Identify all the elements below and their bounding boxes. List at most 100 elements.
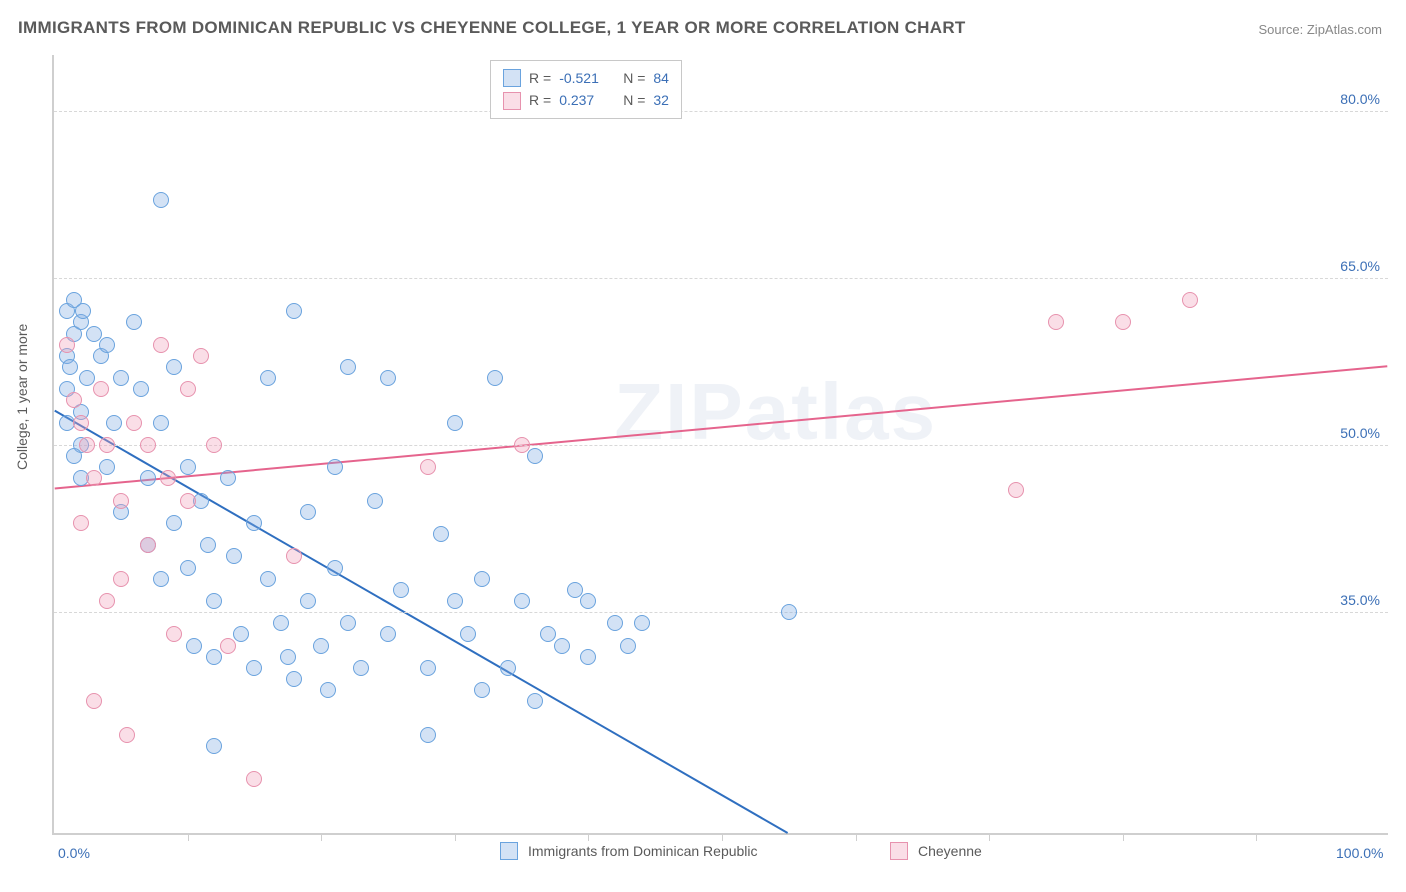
data-point-dominican — [113, 370, 129, 386]
data-point-dominican — [367, 493, 383, 509]
data-point-dominican — [620, 638, 636, 654]
corr-legend-row-dominican: R =-0.521N =84 — [503, 67, 669, 89]
data-point-dominican — [320, 682, 336, 698]
data-point-cheyenne — [126, 415, 142, 431]
data-point-cheyenne — [119, 727, 135, 743]
y-tick-label: 80.0% — [1340, 91, 1380, 107]
data-point-cheyenne — [514, 437, 530, 453]
data-point-dominican — [206, 649, 222, 665]
data-point-cheyenne — [180, 493, 196, 509]
data-point-dominican — [233, 626, 249, 642]
data-point-dominican — [474, 571, 490, 587]
data-point-cheyenne — [73, 515, 89, 531]
x-tick — [321, 833, 322, 841]
data-point-dominican — [66, 448, 82, 464]
data-point-dominican — [166, 359, 182, 375]
data-point-cheyenne — [1182, 292, 1198, 308]
data-point-dominican — [567, 582, 583, 598]
x-tick — [722, 833, 723, 841]
data-point-dominican — [340, 359, 356, 375]
data-point-dominican — [500, 660, 516, 676]
data-point-cheyenne — [140, 437, 156, 453]
data-point-dominican — [781, 604, 797, 620]
data-point-cheyenne — [246, 771, 262, 787]
data-point-dominican — [300, 593, 316, 609]
r-value: 0.237 — [559, 89, 615, 111]
data-point-dominican — [273, 615, 289, 631]
data-point-cheyenne — [1008, 482, 1024, 498]
data-point-dominican — [106, 415, 122, 431]
gridline — [54, 445, 1388, 446]
data-point-cheyenne — [160, 470, 176, 486]
data-point-dominican — [300, 504, 316, 520]
data-point-dominican — [474, 682, 490, 698]
y-axis-title: College, 1 year or more — [14, 324, 30, 470]
legend-swatch-cheyenne — [890, 842, 908, 860]
data-point-dominican — [286, 671, 302, 687]
data-point-cheyenne — [140, 537, 156, 553]
data-point-dominican — [460, 626, 476, 642]
data-point-dominican — [200, 537, 216, 553]
r-label: R = — [529, 67, 551, 89]
data-point-dominican — [420, 660, 436, 676]
x-tick-label: 0.0% — [58, 845, 90, 861]
data-point-cheyenne — [180, 381, 196, 397]
data-point-dominican — [433, 526, 449, 542]
data-point-dominican — [540, 626, 556, 642]
data-point-cheyenne — [166, 626, 182, 642]
x-tick-label: 100.0% — [1336, 845, 1383, 861]
plot-area: ZIPatlas 35.0%50.0%65.0%80.0%0.0%100.0% — [52, 55, 1388, 835]
data-point-dominican — [153, 571, 169, 587]
data-point-dominican — [527, 448, 543, 464]
n-value: 84 — [653, 67, 669, 89]
data-point-cheyenne — [93, 381, 109, 397]
data-point-dominican — [340, 615, 356, 631]
data-point-dominican — [180, 560, 196, 576]
x-tick — [455, 833, 456, 841]
data-point-dominican — [380, 626, 396, 642]
legend-label-cheyenne: Cheyenne — [918, 843, 982, 859]
data-point-dominican — [487, 370, 503, 386]
data-point-dominican — [220, 470, 236, 486]
legend-swatch-cheyenne — [503, 92, 521, 110]
corr-legend-row-cheyenne: R =0.237N =32 — [503, 89, 669, 111]
data-point-dominican — [153, 415, 169, 431]
x-tick — [1123, 833, 1124, 841]
correlation-legend: R =-0.521N =84R =0.237N =32 — [490, 60, 682, 119]
data-point-dominican — [180, 459, 196, 475]
data-point-cheyenne — [1048, 314, 1064, 330]
data-point-dominican — [327, 459, 343, 475]
data-point-dominican — [260, 370, 276, 386]
data-point-cheyenne — [420, 459, 436, 475]
data-point-cheyenne — [113, 571, 129, 587]
data-point-dominican — [280, 649, 296, 665]
x-tick — [989, 833, 990, 841]
data-point-dominican — [62, 359, 78, 375]
data-point-dominican — [206, 593, 222, 609]
y-tick-label: 35.0% — [1340, 592, 1380, 608]
data-point-dominican — [607, 615, 623, 631]
bottom-legend-series-2: Cheyenne — [890, 842, 982, 860]
data-point-dominican — [153, 192, 169, 208]
data-point-dominican — [327, 560, 343, 576]
data-point-cheyenne — [193, 348, 209, 364]
data-point-cheyenne — [286, 548, 302, 564]
data-point-dominican — [99, 337, 115, 353]
legend-swatch-dominican — [500, 842, 518, 860]
legend-label-dominican: Immigrants from Dominican Republic — [528, 843, 758, 859]
data-point-cheyenne — [206, 437, 222, 453]
data-point-cheyenne — [113, 493, 129, 509]
data-point-dominican — [313, 638, 329, 654]
chart-title: IMMIGRANTS FROM DOMINICAN REPUBLIC VS CH… — [18, 18, 966, 38]
data-point-dominican — [286, 303, 302, 319]
gridline — [54, 278, 1388, 279]
gridline — [54, 612, 1388, 613]
n-label: N = — [623, 89, 645, 111]
bottom-legend-series-1: Immigrants from Dominican Republic — [500, 842, 758, 860]
data-point-dominican — [260, 571, 276, 587]
data-point-dominican — [75, 303, 91, 319]
data-point-cheyenne — [99, 437, 115, 453]
gridline — [54, 111, 1388, 112]
data-point-dominican — [140, 470, 156, 486]
data-point-cheyenne — [73, 415, 89, 431]
